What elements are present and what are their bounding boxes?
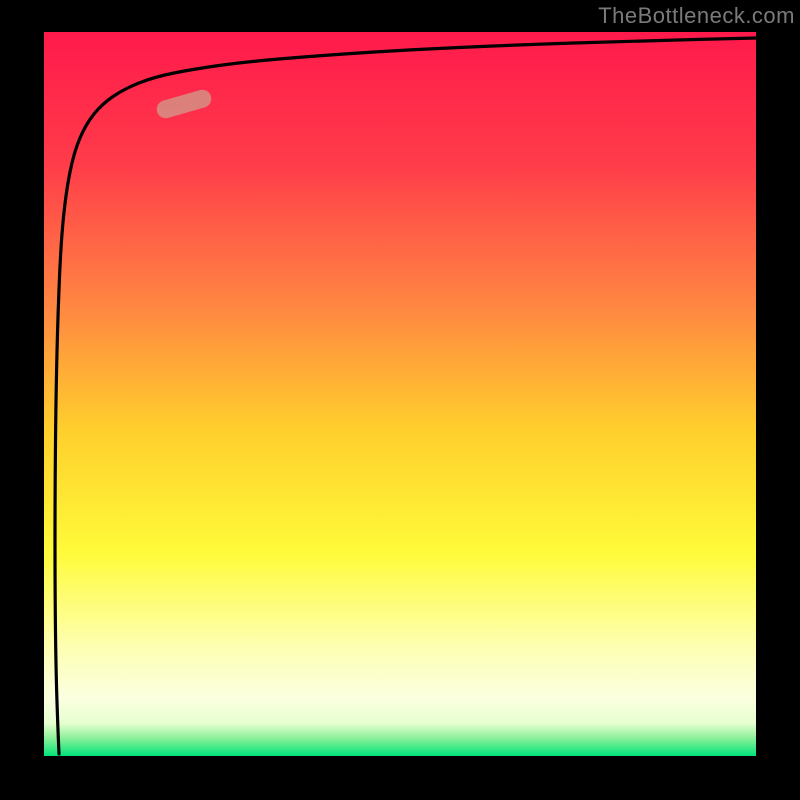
bottleneck-curve [55, 38, 756, 754]
plot-area [44, 32, 756, 756]
curve-marker-capsule [155, 88, 214, 121]
curve-marker [155, 88, 214, 121]
curve-layer [44, 32, 756, 756]
chart-container: TheBottleneck.com [0, 0, 800, 800]
watermark-text: TheBottleneck.com [598, 3, 795, 29]
